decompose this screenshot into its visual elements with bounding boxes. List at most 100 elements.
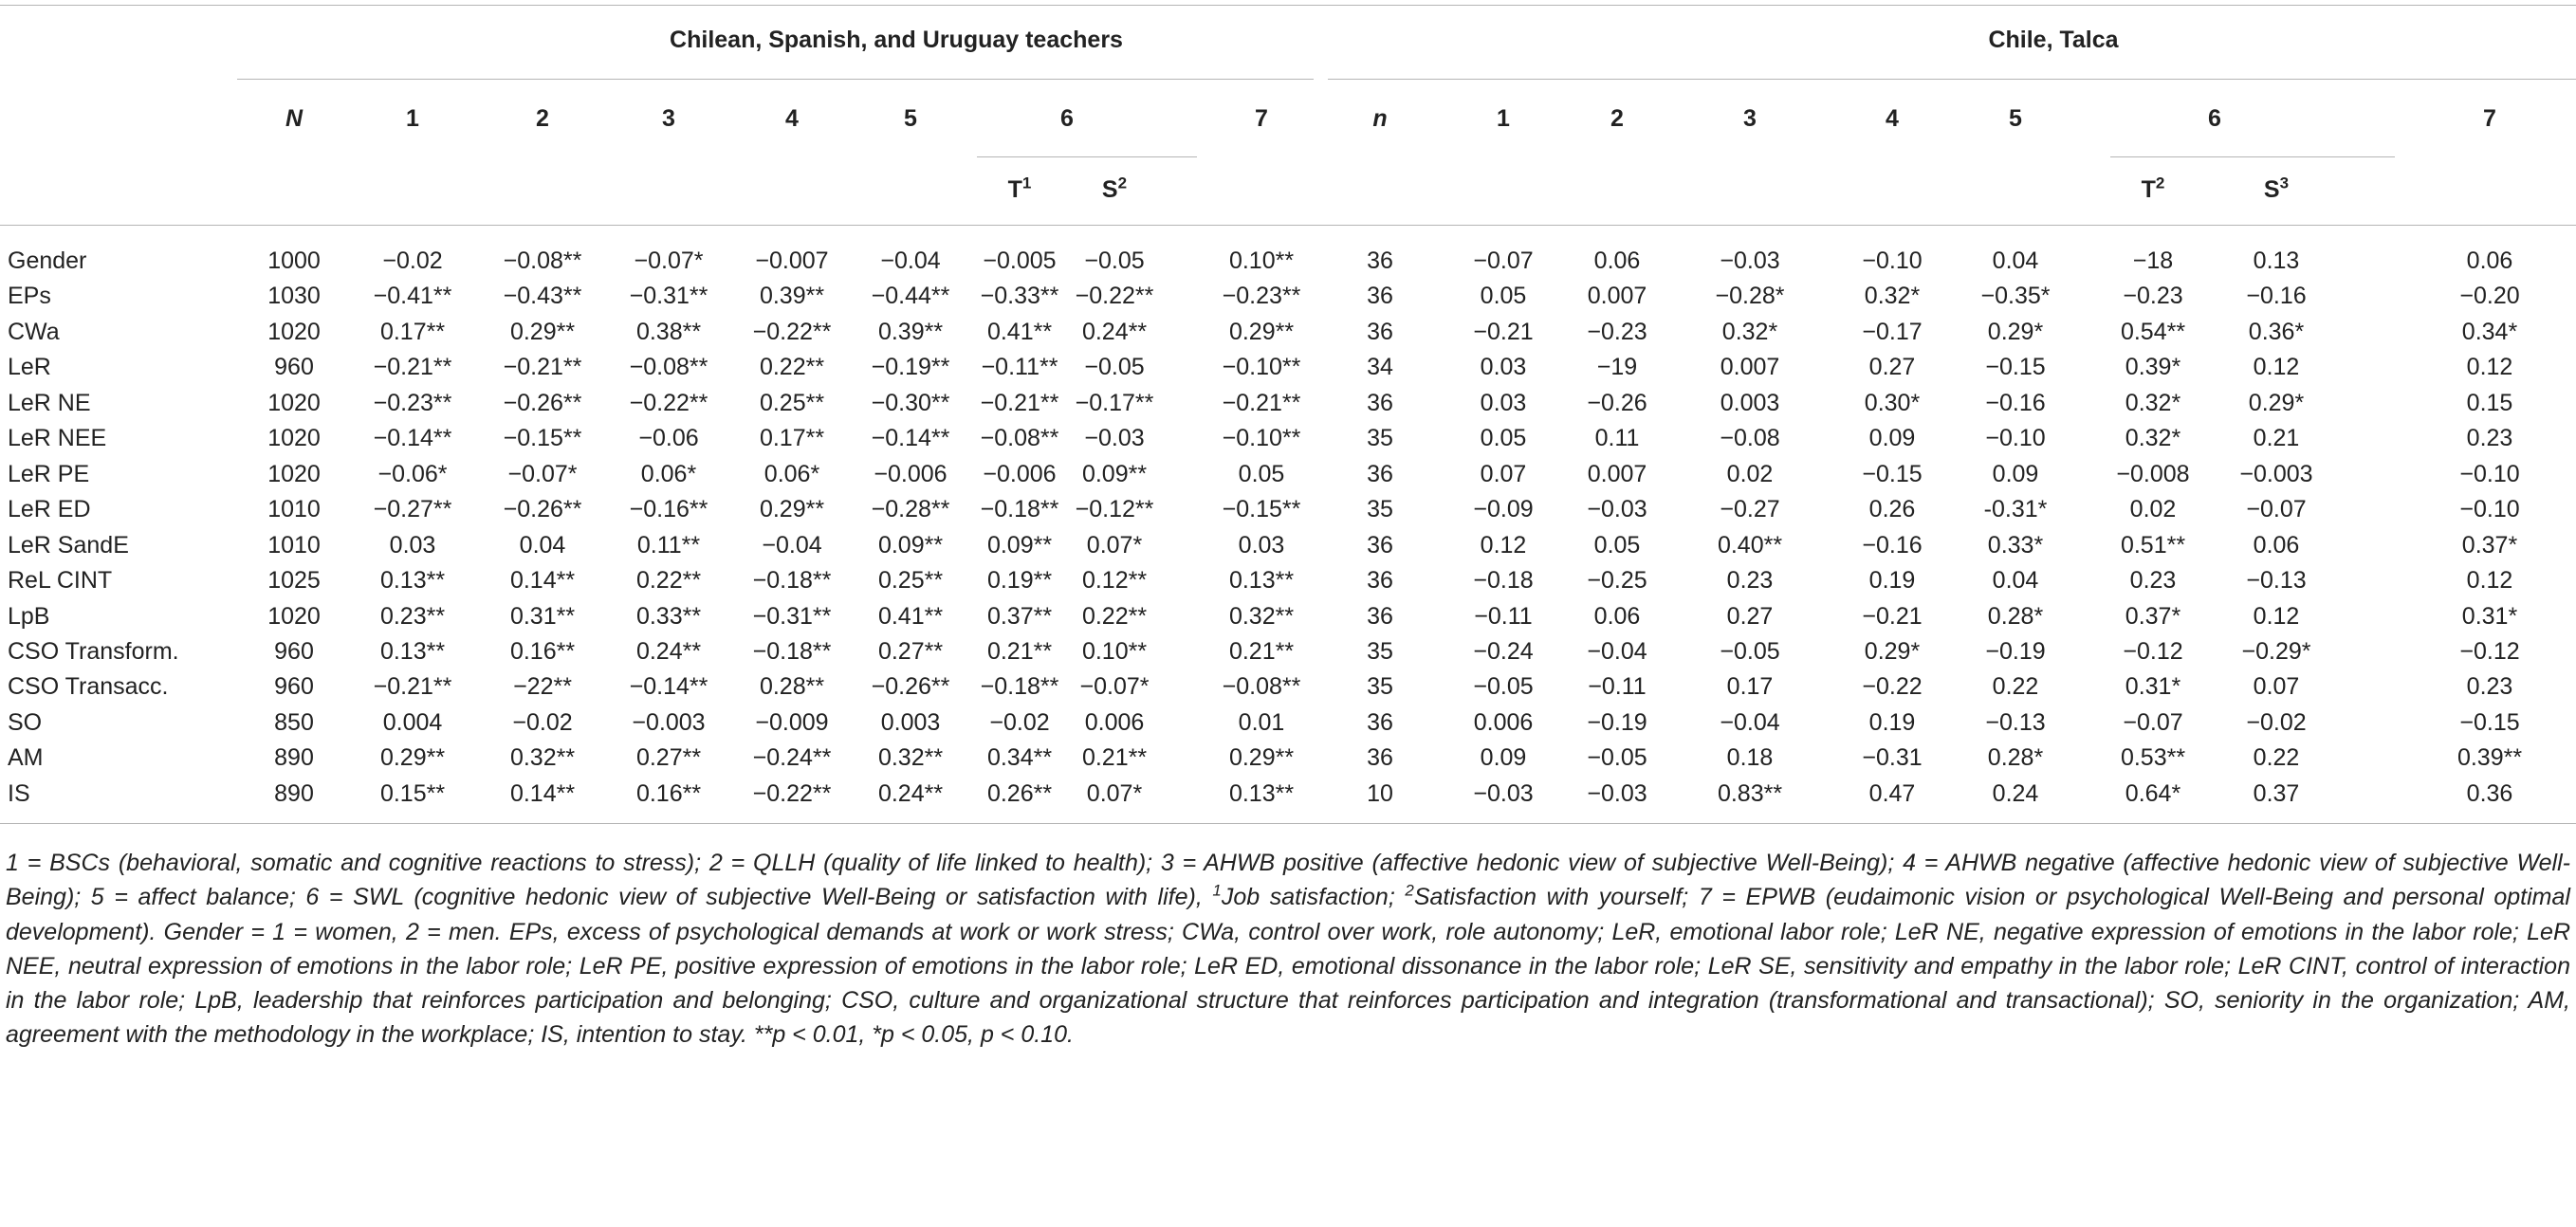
cell: 0.29** xyxy=(509,318,576,345)
cell: 0.22** xyxy=(1081,602,1148,630)
cell: −0.19 xyxy=(1985,637,2046,665)
cell: 1020 xyxy=(267,425,321,452)
cell: 0.39** xyxy=(759,283,825,310)
cell: −0.16** xyxy=(629,496,708,523)
cell: 0.16** xyxy=(509,637,576,665)
cell: 0.28** xyxy=(759,673,825,701)
cell: 0.22 xyxy=(1992,673,2039,701)
cell: 0.21** xyxy=(1228,637,1295,665)
cell: −0.28* xyxy=(1715,283,1785,310)
cell: 0.16** xyxy=(635,779,702,807)
footnote-sup: 1 xyxy=(1212,881,1222,900)
cell: 0.13** xyxy=(1228,567,1295,595)
cell: −0.26** xyxy=(503,389,582,416)
cell: 0.007 xyxy=(1587,460,1647,487)
cell: −0.10** xyxy=(1222,354,1301,381)
cell: 0.41** xyxy=(986,318,1053,345)
cell: 0.34** xyxy=(986,744,1053,772)
cell: 0.07 xyxy=(2253,673,2300,701)
cell: −0.27** xyxy=(373,496,452,523)
cell: −0.33** xyxy=(980,283,1059,310)
cell: 0.02 xyxy=(2129,496,2177,523)
cell: −0.22** xyxy=(1075,283,1154,310)
cell: 0.06* xyxy=(640,460,697,487)
cell: -0.31* xyxy=(1983,496,2048,523)
cell: 0.32** xyxy=(1228,602,1295,630)
cell: 1010 xyxy=(267,531,321,559)
cell: −0.07* xyxy=(507,460,578,487)
cell: −0.19** xyxy=(871,354,950,381)
column-header: n xyxy=(1372,105,1388,132)
cell: 0.26 xyxy=(1868,496,1916,523)
cell: 0.23** xyxy=(379,602,446,630)
cell: 0.36 xyxy=(2466,779,2513,807)
cell: 36 xyxy=(1367,247,1393,274)
cell: −0.03 xyxy=(1587,496,1647,523)
row-label: LeR SandE xyxy=(8,531,129,559)
cell: 0.39** xyxy=(877,318,944,345)
row-label: IS xyxy=(8,779,30,807)
cell: −0.18** xyxy=(980,673,1059,701)
row-label: CWa xyxy=(8,318,60,345)
cell: −0.05 xyxy=(1587,744,1647,772)
cell: 0.17 xyxy=(1726,673,1774,701)
column-header: 5 xyxy=(904,105,917,132)
cell: 0.06 xyxy=(2466,247,2513,274)
cell: −0.22 xyxy=(1862,673,1923,701)
cell: 0.09** xyxy=(1081,460,1148,487)
row-label: AM xyxy=(8,744,44,772)
cell: −0.13 xyxy=(2246,567,2307,595)
cell: 0.33* xyxy=(1987,531,2044,559)
cell: 0.37 xyxy=(2253,779,2300,807)
cell: −0.12 xyxy=(2459,637,2520,665)
cell: 0.09** xyxy=(986,531,1053,559)
cell: 0.28* xyxy=(1987,602,2044,630)
cell: −0.10 xyxy=(2459,496,2520,523)
rule xyxy=(1328,79,2576,80)
cell: 0.29* xyxy=(1864,637,1921,665)
cell: −0.15** xyxy=(503,425,582,452)
cell: −0.03 xyxy=(1720,247,1780,274)
cell: −0.04 xyxy=(880,247,941,274)
cell: −0.17 xyxy=(1862,318,1923,345)
cell: 0.40** xyxy=(1717,531,1783,559)
row-label: ReL CINT xyxy=(8,567,113,595)
cell: 0.13 xyxy=(2253,247,2300,274)
subcolumn-header: T2 xyxy=(2142,175,2165,204)
cell: 36 xyxy=(1367,531,1393,559)
cell: 0.31* xyxy=(2461,602,2518,630)
cell: 0.13** xyxy=(379,567,446,595)
cell: 0.30* xyxy=(1864,389,1921,416)
cell: 0.32* xyxy=(1864,283,1921,310)
cell: 0.34* xyxy=(2461,318,2518,345)
cell: 0.12 xyxy=(2466,354,2513,381)
cell: 0.03 xyxy=(1480,354,1527,381)
cell: −0.18** xyxy=(980,496,1059,523)
cell: 0.27 xyxy=(1868,354,1916,381)
cell: −0.23 xyxy=(2123,283,2183,310)
cell: 0.003 xyxy=(1720,389,1780,416)
cell: −0.15** xyxy=(1222,496,1301,523)
cell: 0.32** xyxy=(877,744,944,772)
cell: 0.53** xyxy=(2120,744,2186,772)
cell: −0.02 xyxy=(512,708,573,736)
cell: −0.008 xyxy=(2116,460,2190,487)
cell: 0.22** xyxy=(635,567,702,595)
cell: 0.29** xyxy=(379,744,446,772)
cell: −0.06 xyxy=(638,425,699,452)
cell: −18 xyxy=(2132,247,2174,274)
cell: −0.09 xyxy=(1473,496,1534,523)
cell: −0.16 xyxy=(1985,389,2046,416)
footnote-text: Satisfaction with yourself; 7 = EPWB (eu… xyxy=(6,884,2570,1049)
footnote-sup: 2 xyxy=(1405,881,1414,900)
cell: 1030 xyxy=(267,283,321,310)
cell: −0.003 xyxy=(2239,460,2313,487)
row-label: LpB xyxy=(8,602,50,630)
column-header: N xyxy=(285,105,304,132)
cell: −0.08** xyxy=(980,425,1059,452)
row-label: LeR xyxy=(8,354,51,381)
cell: 0.27 xyxy=(1726,602,1774,630)
cell: −0.03 xyxy=(1473,779,1534,807)
row-label: CSO Transacc. xyxy=(8,673,169,701)
cell: 0.24 xyxy=(1992,779,2039,807)
